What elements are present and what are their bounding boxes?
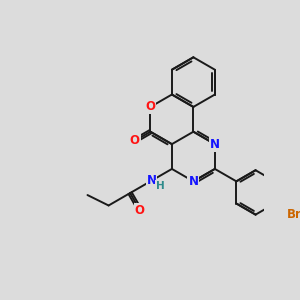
Text: O: O xyxy=(146,100,155,113)
Text: O: O xyxy=(135,203,145,217)
Text: N: N xyxy=(147,174,157,187)
Text: N: N xyxy=(210,138,220,151)
Text: N: N xyxy=(188,175,198,188)
Text: Br: Br xyxy=(286,208,300,221)
Text: O: O xyxy=(130,134,140,147)
Text: H: H xyxy=(156,181,165,191)
